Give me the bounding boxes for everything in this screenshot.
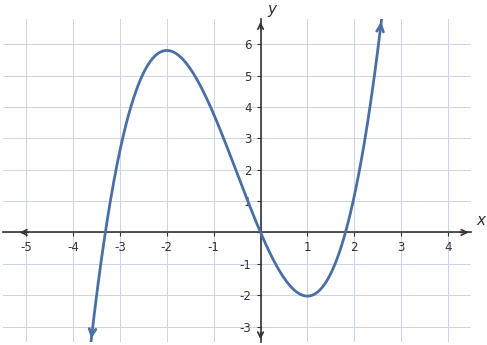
Text: y: y bbox=[267, 2, 277, 18]
Text: x: x bbox=[476, 213, 485, 228]
